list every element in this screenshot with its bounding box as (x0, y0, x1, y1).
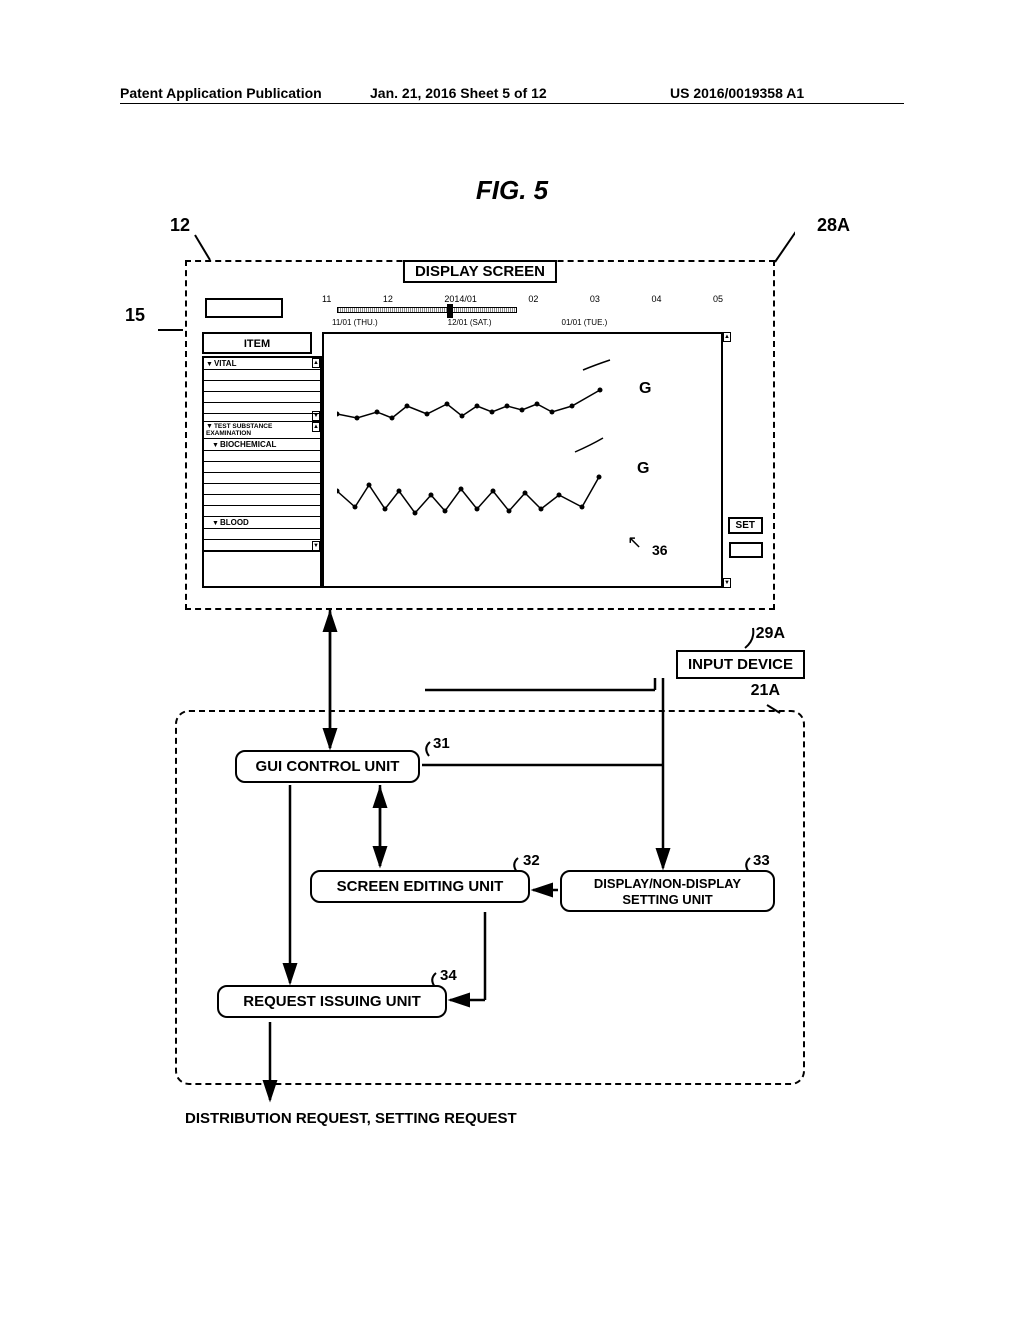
ref-32: 32 (523, 852, 540, 869)
screen-editing-unit-block: SCREEN EDITING UNIT (310, 870, 530, 903)
subdate: 11/01 (THU.) (322, 318, 378, 327)
blank-button[interactable] (729, 542, 763, 558)
display-screen-title: DISPLAY SCREEN (403, 260, 557, 283)
blank-box (205, 298, 283, 318)
header-right: US 2016/0019358 A1 (670, 85, 804, 101)
graph-label-g2: G (637, 460, 649, 478)
display-setting-unit-block: DISPLAY/NON-DISPLAYSETTING UNIT (560, 870, 775, 912)
set-button[interactable]: SET (728, 517, 763, 534)
timeline-slider[interactable] (337, 307, 517, 313)
diagram: 12 28A 15 DISPLAY SCREEN 11 12 2014/01 0… (155, 230, 795, 1110)
figure-label: FIG. 5 (0, 175, 1024, 206)
ref-21a: 21A (751, 682, 780, 700)
scroll-vital[interactable]: ▲ ▼ (312, 358, 320, 421)
timeline-tick: 04 (651, 294, 661, 304)
display-setting-unit-label: DISPLAY/NON-DISPLAYSETTING UNIT (594, 876, 741, 907)
ref-33: 33 (753, 852, 770, 869)
subdate: 01/01 (TUE.) (552, 318, 608, 327)
ref-34: 34 (440, 967, 457, 984)
graph-1 (337, 382, 637, 432)
scroll-up-icon[interactable]: ▲ (312, 358, 320, 368)
ref-28a: 28A (817, 215, 850, 236)
distribution-request-label: DISTRIBUTION REQUEST, SETTING REQUEST (185, 1110, 517, 1127)
subdate: 12/01 (SAT.) (438, 318, 492, 327)
scroll-down-icon[interactable]: ▼ (312, 541, 320, 551)
scroll-down-icon[interactable]: ▼ (312, 411, 320, 421)
ref-12: 12 (170, 215, 190, 236)
timeline-tick: 2014/01 (444, 294, 477, 304)
ref-15: 15 (125, 305, 145, 326)
ref-29a: 29A (756, 625, 785, 643)
timeline-tick: 05 (713, 294, 723, 304)
request-issuing-unit-block: REQUEST ISSUING UNIT (217, 985, 447, 1018)
graph-label-g1: G (639, 380, 651, 398)
ref-36: 36 (652, 542, 668, 558)
timeline-tick: 12 (383, 294, 393, 304)
category-blood-label: BLOOD (204, 517, 320, 529)
graph-2 (337, 467, 637, 517)
scroll-down-icon[interactable]: ▼ (723, 578, 731, 588)
category-test[interactable]: TEST SUBSTANCE EXAMINATION BIOCHEMICAL B… (204, 422, 320, 552)
timeline-tick: 02 (528, 294, 538, 304)
scroll-up-icon[interactable]: ▲ (723, 332, 731, 342)
timeline-tick: 03 (590, 294, 600, 304)
gui-control-unit-block: GUI CONTROL UNIT (235, 750, 420, 783)
display-screen: DISPLAY SCREEN 11 12 2014/01 02 03 04 05… (185, 260, 775, 610)
ref-31: 31 (433, 735, 450, 752)
subdates: 11/01 (THU.) 12/01 (SAT.) 01/01 (TUE.) (322, 318, 723, 327)
header-divider (120, 103, 904, 104)
category-vital-label: VITAL (204, 358, 320, 370)
category-vital[interactable]: VITAL ▲ ▼ (204, 358, 320, 422)
cursor-icon: ↖ (627, 532, 642, 553)
timeline-tick: 11 (322, 294, 331, 304)
timeline-slider-knob[interactable] (447, 304, 453, 318)
timeline: 11 12 2014/01 02 03 04 05 (322, 294, 723, 304)
header-left: Patent Application Publication (120, 85, 322, 101)
item-sidebar: VITAL ▲ ▼ TEST SUBSTANCE EXAMINATION BIO… (202, 356, 322, 588)
item-header: ITEM (202, 332, 312, 354)
scroll-test[interactable]: ▲ ▼ (312, 422, 320, 551)
category-biochem-label: BIOCHEMICAL (204, 439, 320, 451)
category-test-label: TEST SUBSTANCE EXAMINATION (204, 422, 320, 439)
header-center: Jan. 21, 2016 Sheet 5 of 12 (370, 85, 547, 101)
input-device-block: INPUT DEVICE (676, 650, 805, 679)
scroll-up-icon[interactable]: ▲ (312, 422, 320, 432)
